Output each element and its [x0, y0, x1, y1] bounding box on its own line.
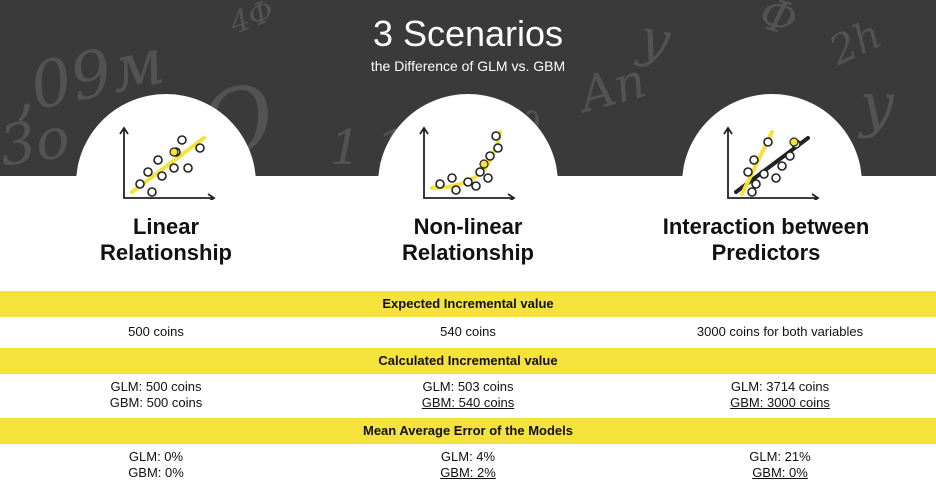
gbm-value: GBM: 0%	[128, 465, 184, 480]
glm-value: GLM: 0%	[128, 449, 184, 464]
section-label: Calculated Incremental value	[378, 353, 558, 368]
chalk-doodle: y	[860, 70, 894, 140]
section-band-mae: Mean Average Error of the Models	[0, 418, 936, 444]
scenario-title-interaction: Interaction between Predictors	[616, 214, 916, 266]
icon-circle	[76, 94, 256, 274]
glm-value: GLM: 3714 coins	[730, 379, 830, 394]
linear-scatter-icon	[119, 126, 216, 200]
calculated-values-interaction: GLM: 3714 coins GBM: 3000 coins	[624, 379, 936, 411]
section-label: Mean Average Error of the Models	[363, 423, 573, 438]
interaction-scatter-icon	[723, 126, 820, 200]
glm-value: GLM: 500 coins	[110, 379, 202, 394]
expected-value-nonlinear: 540 coins	[312, 324, 624, 340]
glm-value: GLM: 503 coins	[422, 379, 514, 394]
gbm-value: GBM: 2%	[440, 465, 496, 480]
scenario-title-nonlinear: Non-linear Relationship	[318, 214, 618, 266]
icon-circle	[682, 94, 862, 274]
section-band-expected: Expected Incremental value	[0, 291, 936, 317]
gbm-value: GBM: 540 coins	[421, 395, 515, 410]
scenario-title-line: Relationship	[401, 240, 534, 265]
page-subtitle: the Difference of GLM vs. GBM	[370, 58, 566, 74]
mae-values-nonlinear: GLM: 4% GBM: 2%	[312, 449, 624, 481]
page-title: 3 Scenarios	[372, 13, 564, 54]
scenario-title-line: Relationship	[99, 240, 232, 265]
section-label: Expected Incremental value	[382, 296, 554, 311]
scenario-title-line: Interaction between	[662, 214, 870, 239]
scenario-title-line: Predictors	[711, 240, 821, 265]
scenario-title-line: Linear	[132, 214, 200, 239]
mae-values-interaction: GLM: 21% GBM: 0%	[624, 449, 936, 481]
expected-value-interaction: 3000 coins for both variables	[624, 324, 936, 340]
mae-values-linear: GLM: 0% GBM: 0%	[0, 449, 312, 481]
chalk-doodle: 3o	[0, 105, 74, 176]
glm-value: GLM: 21%	[749, 449, 811, 464]
nonlinear-scatter-icon	[419, 126, 516, 200]
cell-text: 500 coins	[128, 324, 184, 339]
section-band-calculated: Calculated Incremental value	[0, 348, 936, 374]
cell-text: 3000 coins for both variables	[696, 324, 864, 339]
gbm-value: GBM: 3000 coins	[730, 395, 830, 410]
expected-value-linear: 500 coins	[0, 324, 312, 340]
calculated-values-nonlinear: GLM: 503 coins GBM: 540 coins	[312, 379, 624, 411]
gbm-value: GBM: 500 coins	[109, 395, 203, 410]
calculated-values-linear: GLM: 500 coins GBM: 500 coins	[0, 379, 312, 411]
scenario-title-line: Non-linear	[413, 214, 523, 239]
gbm-value: GBM: 0%	[752, 465, 808, 480]
glm-value: GLM: 4%	[440, 449, 496, 464]
cell-text: 540 coins	[440, 324, 496, 339]
scenario-title-linear: Linear Relationship	[16, 214, 316, 266]
